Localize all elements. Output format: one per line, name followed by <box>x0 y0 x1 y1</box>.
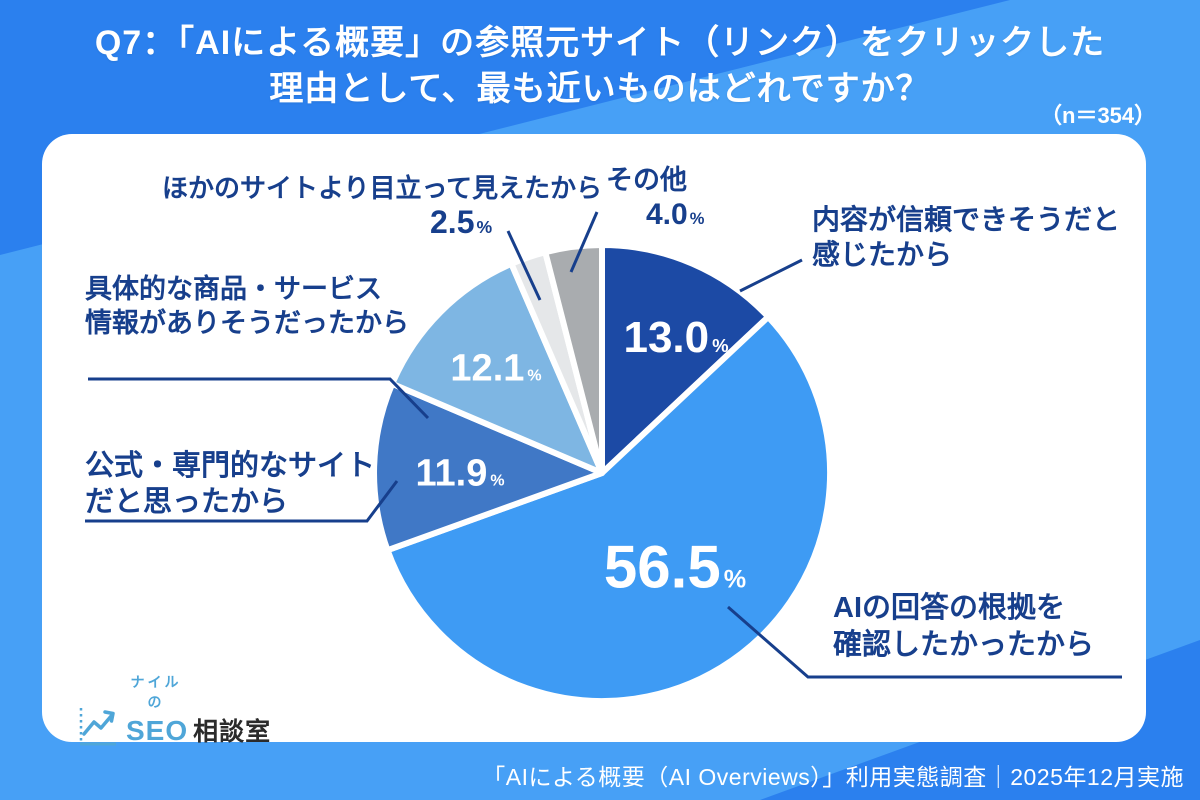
callout-official: 公式・専門的なサイト だと思ったから <box>85 448 375 520</box>
page-title-line2: 理由として、最も近いものはどれですか？ <box>269 70 931 108</box>
value-official: 11.9 <box>415 452 488 495</box>
chart-growth-icon <box>79 708 116 746</box>
value-label-official: 11.9% <box>415 453 504 496</box>
callout-evidence-line2: 確認したかったから <box>833 629 1095 661</box>
unit-standout: % <box>476 217 493 237</box>
icon-trend-line <box>82 713 114 736</box>
callout-official-line2: だと思ったから <box>85 486 289 518</box>
value-label-standout: 2.5% <box>430 204 492 241</box>
callout-product-line1: 具体的な商品・サービス <box>85 274 382 304</box>
unit-evidence: % <box>723 565 747 594</box>
callout-official-line1: 公式・専門的なサイト <box>85 450 376 482</box>
sample-size: （n＝354） <box>1040 103 1157 128</box>
callout-trust-line2: 感じたから <box>812 239 953 270</box>
unit-trust: % <box>712 335 729 356</box>
callout-product: 具体的な商品・サービス 情報がありそうだったから <box>85 272 409 340</box>
brand-logo-text: ナイルの SEO 相談室 <box>126 672 271 748</box>
icon-arrow-head <box>103 710 115 723</box>
brand-logo: ナイルの SEO 相談室 <box>78 672 271 748</box>
callout-other: その他 <box>606 165 687 195</box>
value-evidence: 56.5 <box>603 533 721 601</box>
unit-other: % <box>689 210 705 228</box>
survey-source: 「AIによる概要（AI Overviews）」利用実態調査｜2025年12月実施 <box>482 764 1184 790</box>
callout-standout: ほかのサイトより目立って見えたから <box>162 173 603 203</box>
value-label-product: 12.1% <box>450 348 541 391</box>
callout-trust: 内容が信頼できそうだと 感じたから <box>812 202 1120 272</box>
callout-trust-line1: 内容が信頼できそうだと <box>812 204 1121 235</box>
value-label-evidence: 56.5% <box>604 533 746 602</box>
value-trust: 13.0 <box>623 313 710 362</box>
page-title-line1: Q7：「AIによる概要」の参照元サイト（リンク）をクリックした <box>94 24 1106 62</box>
brand-name-top: ナイルの <box>130 674 182 710</box>
brand-name-rest: 相談室 <box>193 718 272 746</box>
callout-evidence-line1: AIの回答の根拠を <box>833 592 1066 624</box>
unit-product: % <box>527 367 542 385</box>
value-product: 12.1 <box>450 347 525 390</box>
value-label-other: 4.0% <box>646 198 704 232</box>
value-standout: 2.5 <box>430 204 475 240</box>
page-title: Q7：「AIによる概要」の参照元サイト（リンク）をクリックした 理由として、最も… <box>0 20 1200 112</box>
brand-name-main: SEO 相談室 <box>126 712 271 748</box>
brand-name-seo: SEO <box>126 715 189 746</box>
value-label-trust: 13.0% <box>623 313 728 363</box>
unit-official: % <box>490 472 505 490</box>
value-other: 4.0 <box>646 198 688 231</box>
callout-evidence: AIの回答の根拠を 確認したかったから <box>833 590 1094 664</box>
callout-product-line2: 情報がありそうだったから <box>85 308 409 338</box>
